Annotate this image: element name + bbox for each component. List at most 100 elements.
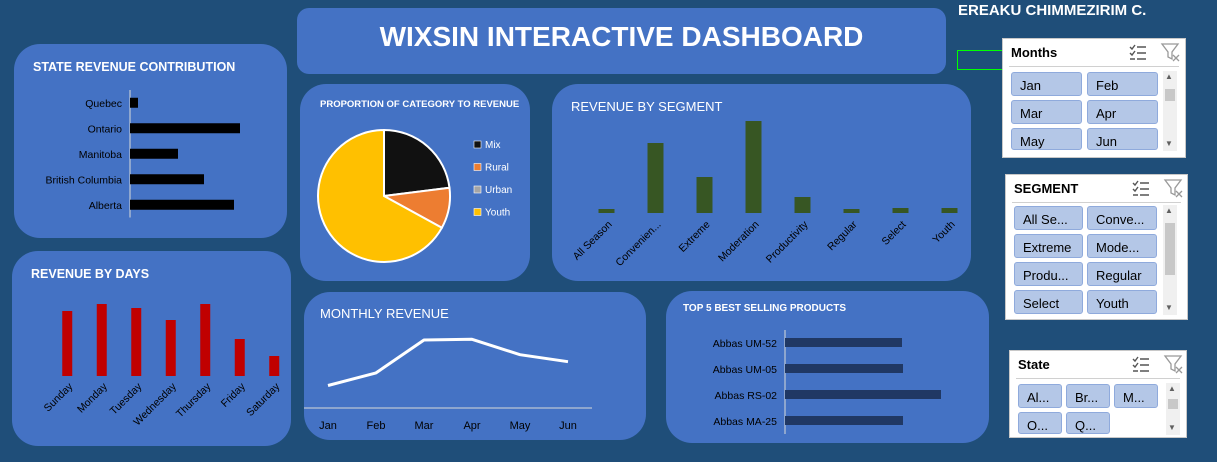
segment-slicer-scrollbar[interactable]: ▲ ▼ (1163, 205, 1177, 315)
segment-slicer-header: SEGMENT (1012, 175, 1184, 203)
segment-slicer-item[interactable]: Conve... (1087, 206, 1157, 230)
state-revenue-card: STATE REVENUE CONTRIBUTION Quebec Ontario… (14, 44, 287, 238)
state-slicer-item[interactable]: Br... (1066, 384, 1110, 408)
category-label: Monday (75, 380, 110, 415)
bar (130, 199, 234, 210)
multi-select-icon[interactable] (1127, 41, 1149, 63)
bar (269, 356, 280, 376)
bar (130, 174, 204, 185)
segment-slicer-item[interactable]: Regular (1087, 262, 1157, 286)
months-slicer-title: Months (1011, 45, 1058, 60)
segment-slicer-item[interactable]: All Se... (1014, 206, 1083, 230)
segment-slicer-item[interactable]: Produ... (1014, 262, 1083, 286)
scroll-down-icon[interactable]: ▼ (1168, 423, 1176, 432)
category-proportion-card: PROPORTION OF CATEGORY TO REVENUE Mix Rur… (300, 84, 530, 281)
state-slicer-item[interactable]: O... (1018, 412, 1062, 434)
legend-label: Rural (485, 163, 509, 174)
state-slicer-scrollbar[interactable]: ▲ ▼ (1166, 383, 1180, 435)
revenue-segment-title: REVENUE BY SEGMENT (571, 99, 723, 114)
category-label: Productivity (764, 218, 811, 265)
state-slicer[interactable]: State Al... Br... M... O... Q... ▲ ▼ (1009, 350, 1187, 438)
months-slicer-item-mar[interactable]: Mar (1011, 100, 1082, 124)
category-label: Abbas UM-52 (713, 338, 777, 350)
category-label: Youth (930, 219, 957, 246)
scrollbar-thumb[interactable] (1168, 399, 1178, 409)
monthly-revenue-chart: Jan Feb Mar Apr May Jun (304, 337, 592, 432)
top-products-card: TOP 5 BEST SELLING PRODUCTS Abbas UM-52 A… (666, 291, 989, 443)
clear-filter-icon[interactable] (1159, 41, 1181, 63)
months-slicer-header: Months (1009, 39, 1181, 67)
bar (745, 121, 762, 213)
segment-slicer-item[interactable]: Mode... (1087, 234, 1157, 258)
scrollbar-thumb[interactable] (1165, 89, 1175, 101)
bar (130, 97, 138, 108)
months-slicer-item-apr[interactable]: Apr (1087, 100, 1158, 124)
segment-slicer-item[interactable]: Youth (1087, 290, 1157, 314)
state-revenue-title: STATE REVENUE CONTRIBUTION (33, 60, 236, 74)
months-slicer-item-jun[interactable]: Jun (1087, 128, 1158, 150)
segment-slicer-title: SEGMENT (1014, 181, 1079, 196)
bar (647, 143, 664, 213)
months-slicer[interactable]: Months Jan Feb Mar Apr May Jun ▲ ▼ (1002, 38, 1186, 158)
category-label: Sunday (42, 380, 76, 414)
monthly-revenue-title: MONTHLY REVENUE (320, 306, 449, 321)
bar (696, 177, 713, 213)
x-tick-label: Feb (367, 420, 386, 432)
multi-select-icon[interactable] (1130, 353, 1152, 375)
revenue-segment-card: REVENUE BY SEGMENT All Season Convenien..… (552, 84, 971, 281)
scrollbar-thumb[interactable] (1165, 223, 1175, 275)
legend-label: Urban (485, 185, 512, 196)
months-slicer-item-may[interactable]: May (1011, 128, 1082, 150)
category-label: Friday (219, 380, 249, 410)
scroll-up-icon[interactable]: ▲ (1168, 384, 1176, 393)
clear-filter-icon[interactable] (1162, 353, 1184, 375)
scroll-up-icon[interactable]: ▲ (1165, 206, 1173, 215)
bar (131, 308, 142, 376)
top-products-title: TOP 5 BEST SELLING PRODUCTS (683, 303, 846, 314)
legend-swatch (473, 185, 482, 194)
bar (843, 209, 860, 213)
revenue-days-card: REVENUE BY DAYS Sunday Monday Tuesday Wedne… (12, 251, 291, 446)
x-tick-label: Mar (415, 420, 434, 432)
bar (62, 311, 73, 376)
months-slicer-scrollbar[interactable]: ▲ ▼ (1163, 71, 1177, 151)
selected-cell[interactable] (957, 50, 1003, 70)
bar (130, 148, 178, 159)
state-slicer-item[interactable]: Al... (1018, 384, 1062, 408)
segment-slicer-item[interactable]: Extreme (1014, 234, 1083, 258)
scroll-down-icon[interactable]: ▼ (1165, 139, 1173, 148)
category-proportion-title: PROPORTION OF CATEGORY TO REVENUE (320, 99, 520, 110)
bar (892, 208, 909, 213)
months-slicer-item-jan[interactable]: Jan (1011, 72, 1082, 96)
months-slicer-item-feb[interactable]: Feb (1087, 72, 1158, 96)
dashboard-title: WIXSIN INTERACTIVE DASHBOARD (379, 21, 864, 52)
scroll-up-icon[interactable]: ▲ (1165, 72, 1173, 81)
category-label: All Season (571, 219, 615, 263)
segment-slicer-item[interactable]: Select (1014, 290, 1083, 314)
bar (785, 390, 941, 399)
segment-slicer[interactable]: SEGMENT All Se... Conve... Extreme Mode.… (1005, 174, 1188, 320)
bar (165, 320, 176, 376)
monthly-revenue-card: MONTHLY REVENUE Jan Feb Mar Apr May Jun (304, 292, 646, 440)
bar (785, 416, 903, 425)
author-name: EREAKU CHIMMEZIRIM C. (958, 2, 1147, 19)
scroll-down-icon[interactable]: ▼ (1165, 303, 1173, 312)
bar (200, 304, 211, 376)
state-slicer-item[interactable]: M... (1114, 384, 1158, 408)
state-slicer-item[interactable]: Q... (1066, 412, 1110, 434)
bar (598, 209, 615, 213)
category-label: Abbas RS-02 (715, 390, 778, 402)
category-label: Quebec (85, 98, 122, 110)
bar (794, 197, 811, 213)
category-label: Abbas UM-05 (713, 364, 777, 376)
category-label: Extreme (676, 219, 712, 255)
category-label: British Columbia (46, 174, 123, 186)
legend-swatch (473, 163, 482, 171)
clear-filter-icon[interactable] (1162, 177, 1184, 199)
category-label: Abbas MA-25 (713, 416, 777, 428)
category-label: Select (879, 219, 908, 248)
state-slicer-title: State (1018, 357, 1050, 372)
category-label: Alberta (89, 200, 122, 212)
bar (130, 123, 240, 134)
multi-select-icon[interactable] (1130, 177, 1152, 199)
